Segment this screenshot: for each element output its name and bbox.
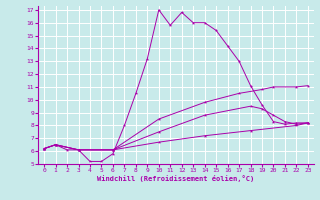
X-axis label: Windchill (Refroidissement éolien,°C): Windchill (Refroidissement éolien,°C)	[97, 175, 255, 182]
